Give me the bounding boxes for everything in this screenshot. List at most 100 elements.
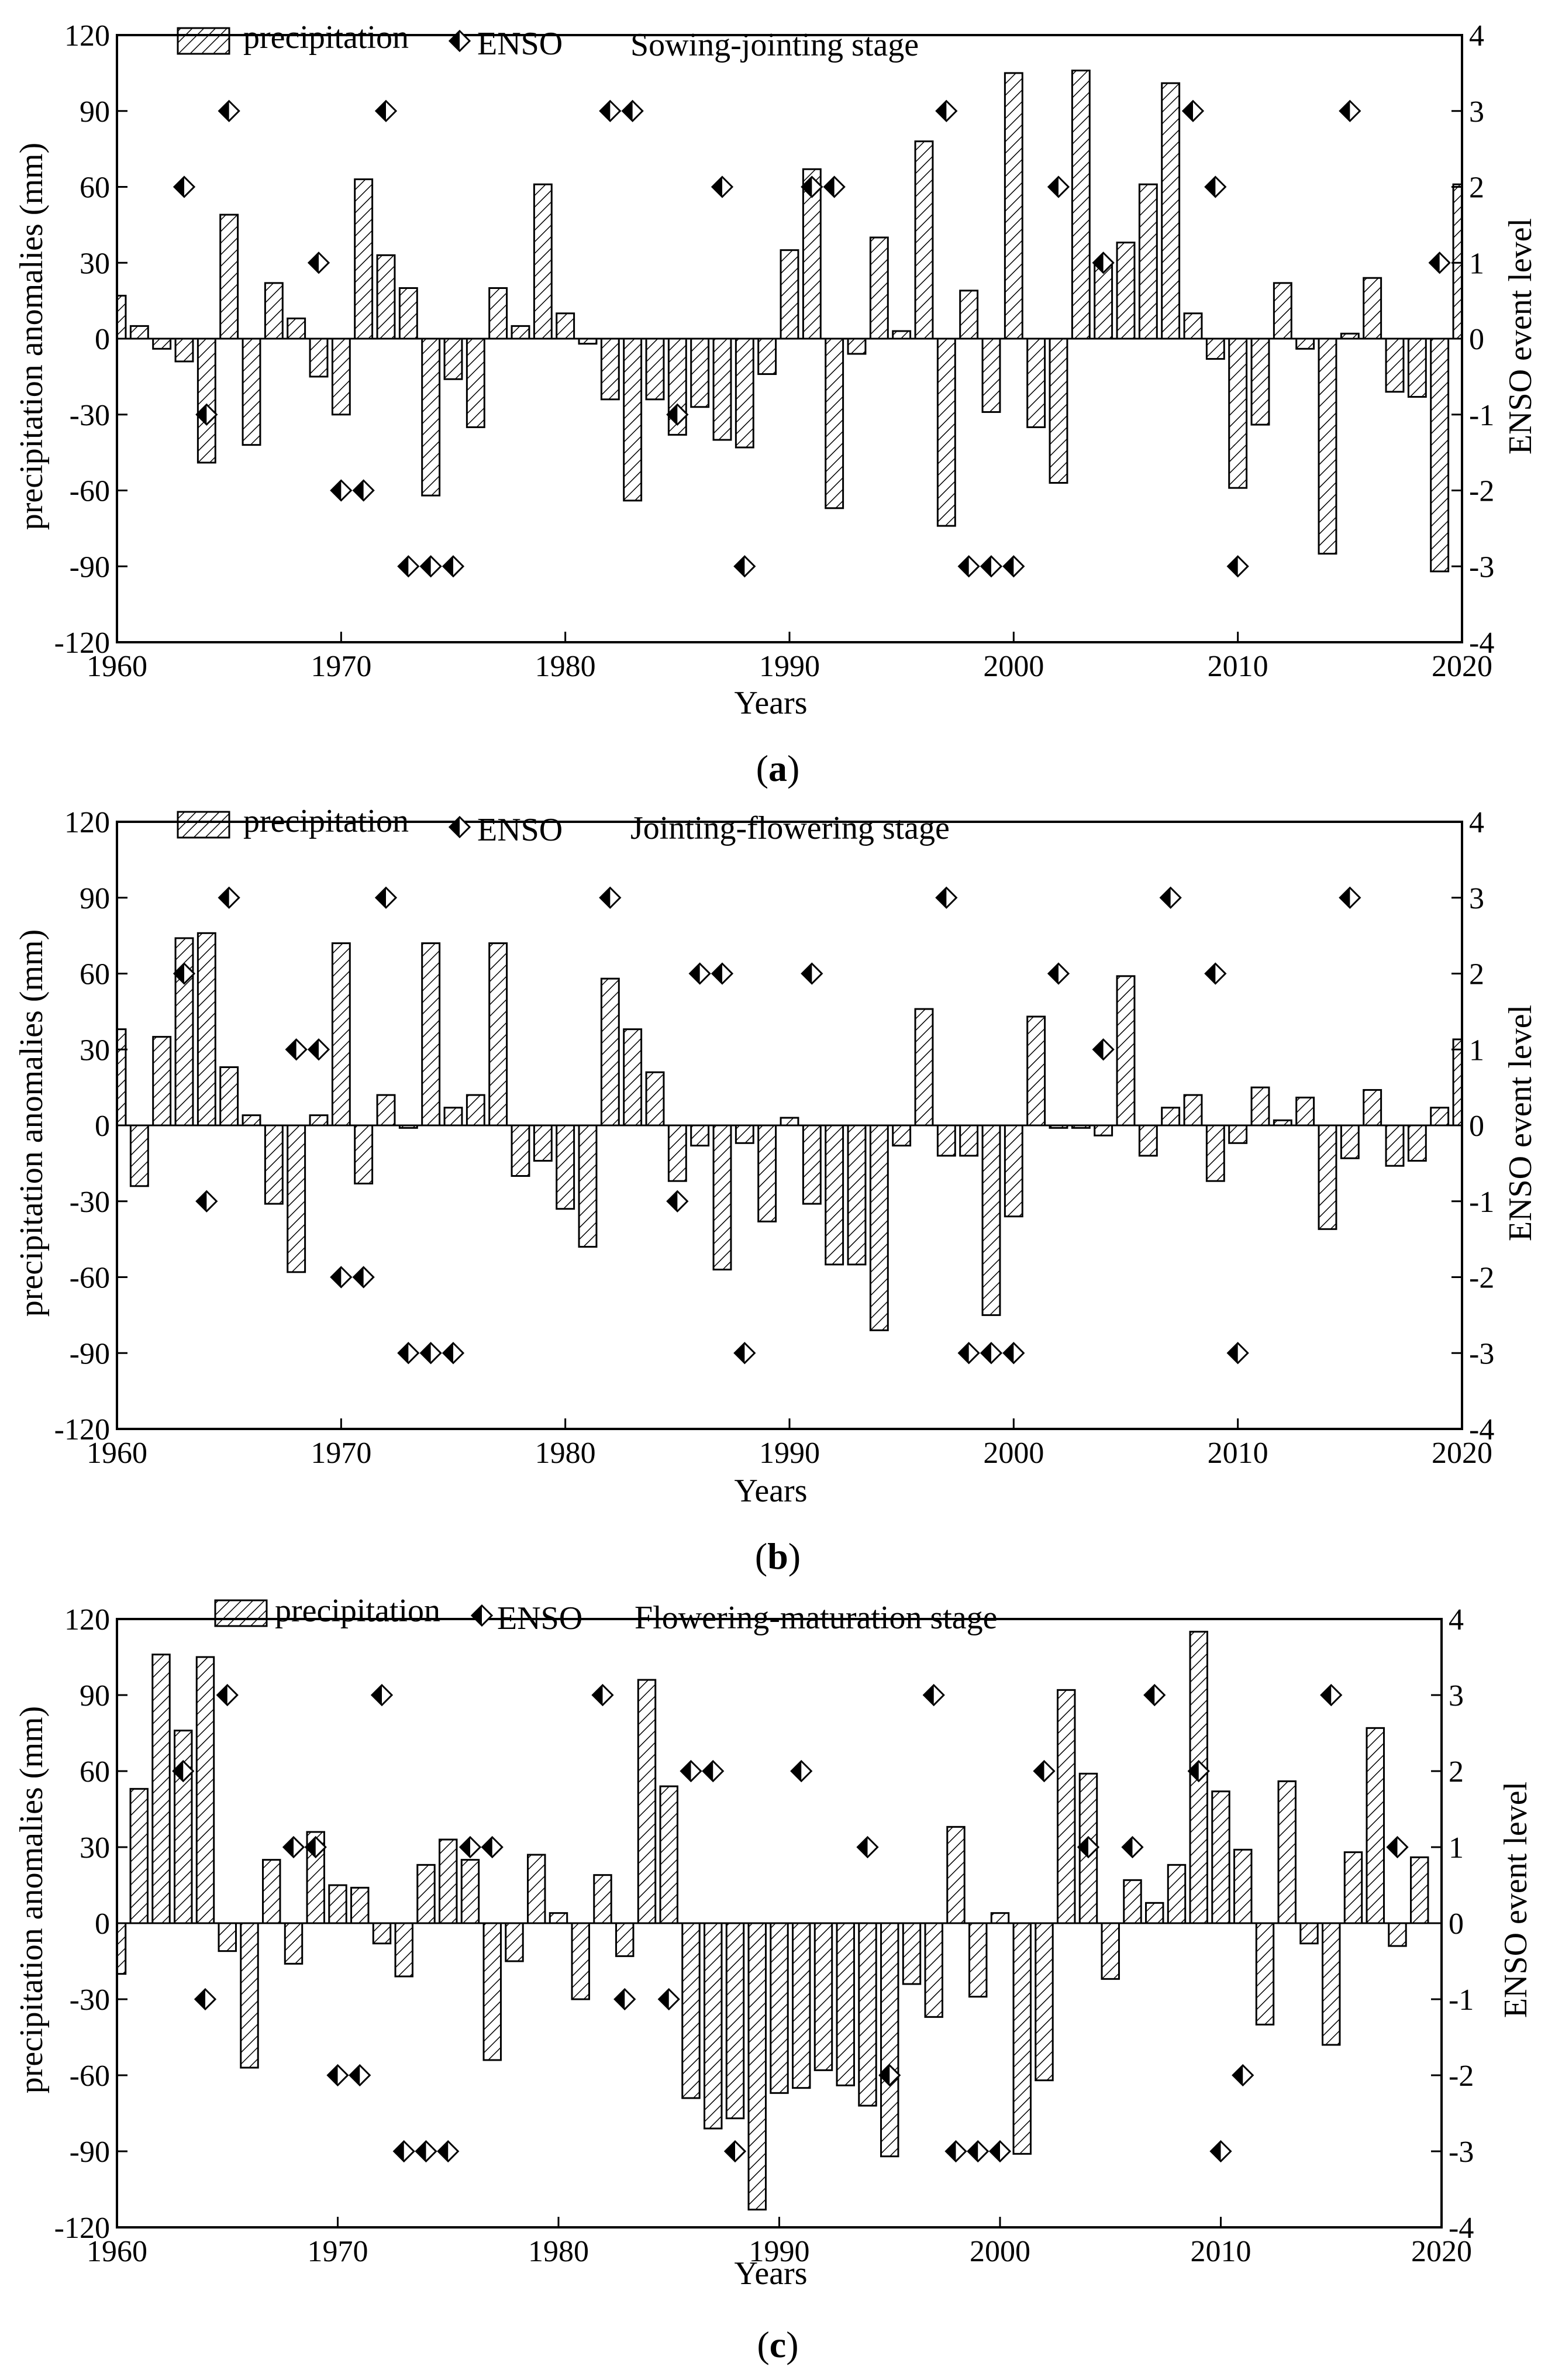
chart-b-panel-letter: b: [767, 1535, 788, 1577]
enso-marker-a-1997: [935, 99, 958, 122]
bar-c-1989: [747, 1922, 767, 2211]
enso-marker-a-1964: [195, 403, 218, 426]
bar-a-1994: [869, 236, 889, 340]
chart-a-ylabel: precipitation anomalies (mm): [13, 143, 50, 530]
bar-b-2008: [1183, 1094, 1203, 1127]
bar-b-1967: [264, 1124, 284, 1205]
bar-c-1964: [195, 1656, 215, 1924]
bar-b-1991: [802, 1124, 822, 1205]
bar-c-1983: [615, 1922, 635, 1957]
bar-a-1979: [533, 183, 553, 340]
bar-c-1960: [116, 1922, 127, 1975]
y2tick-label-b-0: -4: [1469, 1413, 1494, 1446]
bar-b-1971: [354, 1124, 374, 1184]
enso-marker-c-2004: [1077, 1835, 1100, 1859]
bar-c-1996: [902, 1922, 922, 1985]
bar-a-1988: [735, 337, 754, 449]
bar-a-2011: [1250, 337, 1270, 426]
xtick-label-a-2: 1980: [535, 650, 596, 683]
bar-a-2009: [1205, 337, 1225, 360]
chart-c-xlabel: Years: [735, 2255, 808, 2292]
bar-a-2008: [1183, 312, 1203, 340]
chart-b-enso: [173, 886, 1361, 1365]
chart-b-legend-enso-marker: [448, 815, 471, 839]
bar-a-1967: [264, 282, 284, 340]
bar-a-2013: [1295, 337, 1315, 350]
enso-marker-c-1997: [922, 1683, 945, 1707]
ytick-label-a-3: -30: [70, 399, 110, 432]
bar-a-1999: [981, 337, 1001, 413]
xtick-label-a-5: 2010: [1208, 650, 1268, 683]
bar-b-2006: [1138, 1124, 1158, 1157]
bar-c-1988: [725, 1922, 745, 2120]
enso-marker-a-1992: [823, 175, 846, 198]
chart-a-legend-enso-marker: [448, 29, 471, 53]
chart-b-y2label: ENSO event level: [1502, 1005, 1539, 1241]
bar-a-2010: [1228, 337, 1248, 489]
ytick-label-c-7: 90: [80, 1679, 110, 1713]
enso-marker-b-1997: [935, 886, 958, 909]
bar-b-1992: [825, 1124, 844, 1266]
enso-marker-a-1987: [711, 175, 734, 198]
bar-c-1978: [505, 1922, 524, 1962]
bar-b-1977: [488, 942, 508, 1127]
chart-b-title: Jointing-flowering stage: [630, 810, 950, 846]
enso-marker-b-1968: [285, 1038, 308, 1061]
xtick-label-c-5: 2010: [1191, 2235, 1251, 2268]
bar-b-2019: [1430, 1107, 1450, 1127]
bar-b-1970: [331, 942, 351, 1127]
enso-marker-c-1998: [944, 2140, 967, 2163]
ytick-label-b-1: -90: [70, 1337, 110, 1370]
xtick-label-a-1: 1970: [311, 650, 371, 683]
bar-b-1983: [623, 1028, 643, 1127]
y2tick-label-a-1: -3: [1469, 550, 1494, 584]
bar-a-1995: [892, 330, 912, 340]
enso-marker-a-1985: [666, 403, 689, 426]
chart-c-legend-precip-swatch: [214, 1599, 268, 1627]
y2tick-label-a-2: -2: [1469, 475, 1494, 508]
bar-a-1966: [242, 337, 261, 446]
bar-a-1987: [712, 337, 732, 441]
y2tick-label-a-5: 1: [1469, 247, 1484, 280]
enso-marker-b-1986: [688, 962, 711, 985]
bar-c-1993: [836, 1922, 855, 2086]
bar-b-1993: [847, 1124, 867, 1266]
enso-marker-c-2002: [1033, 1759, 1056, 1783]
ytick-label-b-5: 30: [80, 1034, 110, 1067]
chart-a-panel-letter: a: [768, 748, 787, 789]
enso-marker-a-1999: [980, 555, 1003, 578]
enso-marker-a-2004: [1092, 252, 1115, 274]
chart-a-legend-precip-swatch: [177, 27, 230, 55]
ytick-label-b-0: -120: [54, 1413, 110, 1446]
enso-marker-b-1988: [733, 1342, 756, 1365]
chart-c-ylabel: precipitation anomalies (mm): [13, 1706, 50, 2093]
xtick-label-a-6: 2020: [1432, 650, 1492, 683]
bar-b-1990: [780, 1117, 799, 1127]
enso-marker-a-2002: [1047, 175, 1070, 198]
bar-b-2017: [1385, 1124, 1405, 1167]
chart-b-axes: -120 -90 -60 -30 0 30 60 90 120 -4 -3 -2 -1 0 1 2 3 4 1960…: [54, 806, 1495, 1470]
enso-marker-b-1973: [397, 1342, 420, 1365]
bar-a-1968: [287, 317, 306, 340]
xtick-label-c-3: 1990: [749, 2235, 810, 2268]
xtick-label-b-2: 1980: [535, 1437, 596, 1470]
enso-marker-b-1974: [419, 1342, 442, 1365]
bar-b-1988: [735, 1124, 754, 1144]
enso-marker-b-2007: [1159, 886, 1182, 909]
bar-b-2007: [1161, 1107, 1181, 1127]
bar-c-1968: [284, 1922, 304, 1965]
y2tick-label-a-3: -1: [1469, 399, 1494, 432]
chart-c-panel-letter: c: [770, 2324, 786, 2365]
enso-marker-c-2018: [1386, 1835, 1409, 1859]
bar-b-2011: [1250, 1086, 1270, 1127]
bar-b-1975: [443, 1107, 463, 1127]
chart-a-axes: -120 -90 -60 -30 0 30 60 90 120 -4 -3 -2 -1 0 1 2 3 4 1960…: [54, 19, 1495, 683]
bar-c-1992: [813, 1922, 833, 2071]
enso-marker-c-1972: [370, 1683, 394, 1707]
bar-a-1980: [556, 312, 575, 340]
bar-c-2013: [1277, 1780, 1297, 1924]
xtick-label-b-3: 1990: [759, 1437, 820, 1470]
bar-b-1976: [466, 1094, 485, 1127]
bar-c-1972: [372, 1922, 392, 1945]
